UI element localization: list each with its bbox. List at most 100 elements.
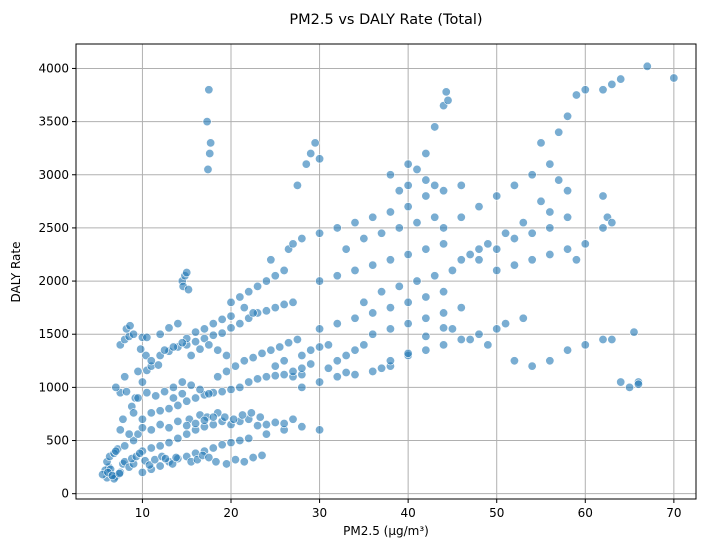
data-point: [456, 255, 466, 265]
data-point: [421, 244, 431, 254]
data-point: [536, 196, 546, 206]
data-point: [403, 249, 413, 259]
data-point: [177, 389, 187, 399]
data-point: [177, 377, 187, 387]
data-point: [368, 308, 378, 318]
data-point: [151, 391, 161, 401]
data-point: [253, 421, 263, 431]
data-point: [350, 345, 360, 355]
data-point: [204, 453, 214, 463]
data-point: [430, 212, 440, 222]
data-point: [270, 271, 280, 281]
data-point: [195, 385, 205, 395]
data-point: [248, 453, 258, 463]
data-point: [155, 406, 165, 416]
y-tick-label: 3000: [38, 168, 69, 182]
data-point: [563, 244, 573, 254]
data-point: [350, 370, 360, 380]
data-point: [173, 400, 183, 410]
data-point: [177, 338, 187, 348]
x-tick-label: 70: [666, 506, 681, 520]
data-point: [545, 223, 555, 233]
y-tick-label: 3500: [38, 115, 69, 129]
data-point: [129, 329, 139, 339]
data-point: [527, 228, 537, 238]
y-tick-label: 2500: [38, 221, 69, 235]
data-point: [385, 255, 395, 265]
data-point: [257, 450, 267, 460]
x-tick-label: 10: [135, 506, 150, 520]
data-point: [191, 337, 201, 347]
data-point: [598, 85, 608, 95]
data-point: [199, 333, 209, 343]
data-point: [142, 332, 152, 342]
data-point: [456, 303, 466, 313]
data-point: [633, 379, 643, 389]
data-point: [111, 446, 121, 456]
data-point: [474, 244, 484, 254]
data-point: [115, 425, 125, 435]
data-point: [239, 303, 249, 313]
data-point: [430, 271, 440, 281]
data-point: [248, 353, 258, 363]
data-point: [443, 95, 453, 105]
data-point: [279, 299, 289, 309]
x-tick-label: 50: [489, 506, 504, 520]
data-point: [580, 340, 590, 350]
data-point: [164, 404, 174, 414]
data-point: [164, 438, 174, 448]
data-point: [545, 207, 555, 217]
data-point: [133, 393, 143, 403]
x-axis-label: PM2.5 (µg/m³): [343, 524, 429, 538]
data-point: [412, 164, 422, 174]
data-point: [607, 79, 617, 89]
data-point: [421, 345, 431, 355]
data-point: [403, 180, 413, 190]
data-point: [288, 414, 298, 424]
data-point: [239, 457, 249, 467]
data-point: [439, 287, 449, 297]
data-point: [186, 380, 196, 390]
data-point: [118, 414, 128, 424]
data-point: [279, 370, 289, 380]
data-points: [98, 61, 679, 484]
data-point: [173, 433, 183, 443]
data-point: [403, 319, 413, 329]
data-point: [261, 276, 271, 286]
data-point: [288, 239, 298, 249]
y-axis-label: DALY Rate: [9, 242, 23, 303]
data-point: [625, 382, 635, 392]
data-point: [120, 372, 130, 382]
data-point: [368, 212, 378, 222]
data-point: [421, 148, 431, 158]
data-point: [222, 459, 232, 469]
data-point: [217, 387, 227, 397]
data-point: [492, 265, 502, 275]
data-point: [474, 255, 484, 265]
data-point: [182, 396, 192, 406]
data-point: [208, 319, 218, 329]
data-point: [279, 419, 289, 429]
data-point: [350, 218, 360, 228]
data-point: [509, 356, 519, 366]
data-point: [297, 234, 307, 244]
data-point: [394, 223, 404, 233]
data-point: [171, 453, 181, 463]
data-point: [208, 412, 218, 422]
data-point: [235, 436, 245, 446]
data-point: [315, 324, 325, 334]
data-point: [270, 371, 280, 381]
data-point: [306, 148, 316, 158]
data-point: [509, 180, 519, 190]
data-point: [253, 374, 263, 384]
data-point: [204, 85, 214, 95]
data-point: [377, 228, 387, 238]
data-point: [114, 468, 124, 478]
chart-title: PM2.5 vs DALY Rate (Total): [289, 12, 482, 28]
data-point: [598, 335, 608, 345]
data-point: [284, 338, 294, 348]
data-point: [439, 223, 449, 233]
data-point: [368, 366, 378, 376]
y-tick-label: 2000: [38, 274, 69, 288]
data-point: [155, 461, 165, 471]
